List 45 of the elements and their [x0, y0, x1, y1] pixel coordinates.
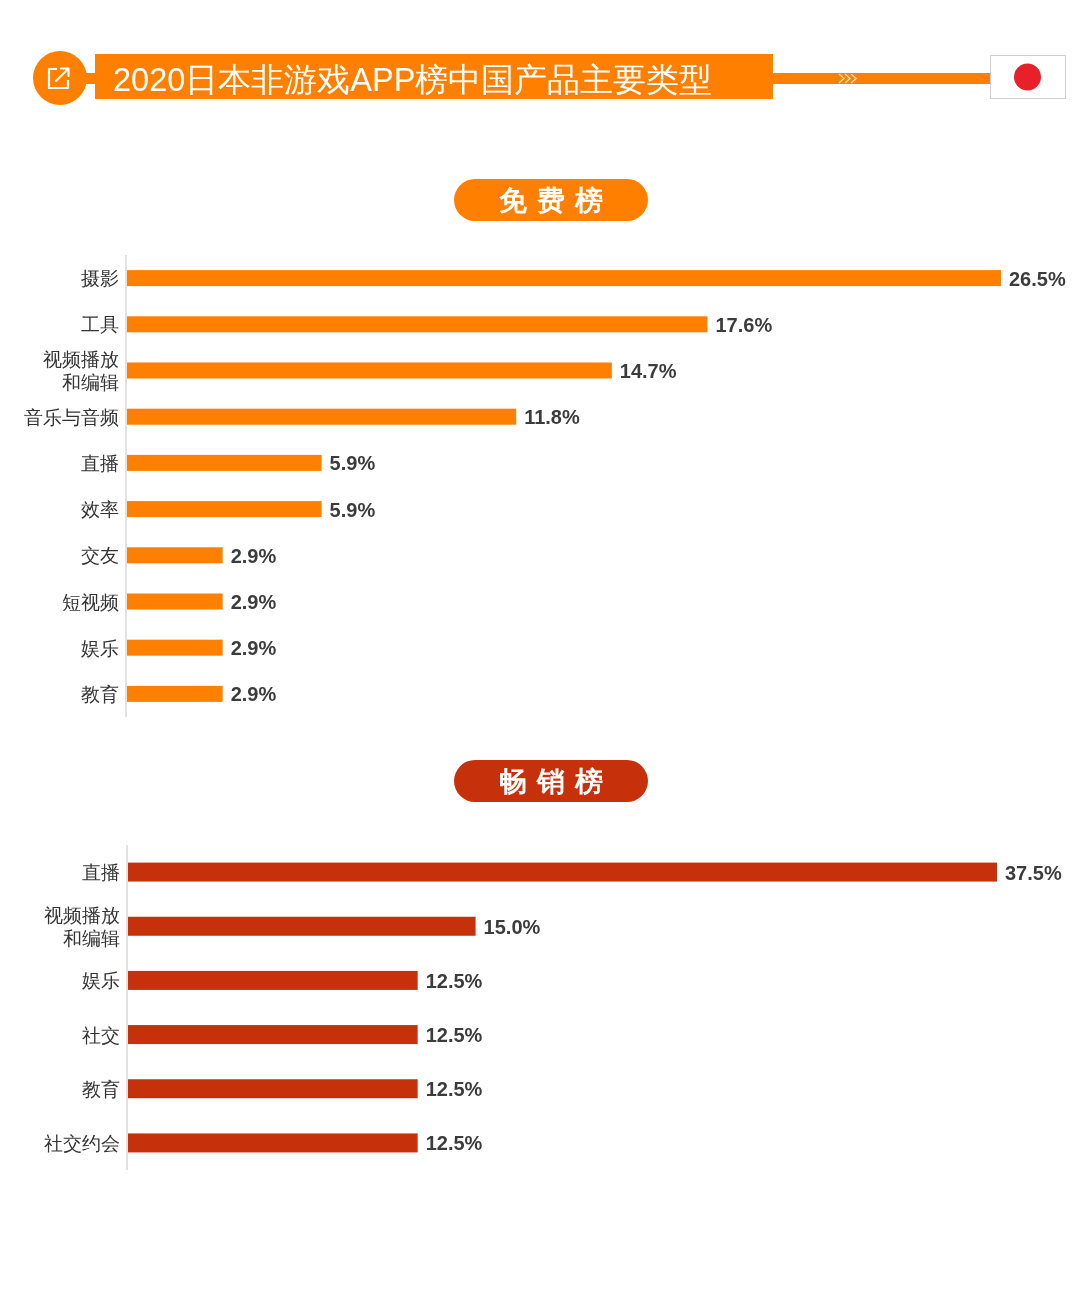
bar [127, 593, 223, 610]
y-tick-label: 效率 [81, 499, 119, 521]
y-tick-label: 直播 [82, 862, 120, 884]
y-tick-label: 社交 [82, 1024, 120, 1046]
chart-subtitle: 免费榜 [499, 185, 613, 216]
bar [127, 685, 223, 702]
data-label: 5.9% [329, 452, 376, 475]
data-label: 17.6% [715, 313, 773, 336]
bar [127, 547, 223, 564]
y-tick-label: 娱乐 [81, 637, 119, 659]
y-tick-label: 社交约会 [44, 1132, 120, 1154]
data-label: 15.0% [483, 915, 541, 938]
bar [127, 454, 322, 471]
bar [127, 362, 612, 379]
data-label: 14.7% [619, 360, 677, 382]
y-tick-label: 摄影 [81, 268, 119, 290]
data-label: 12.5% [425, 969, 483, 992]
y-tick-label: 娱乐 [82, 970, 120, 992]
data-label: 26.5% [1009, 267, 1066, 290]
y-tick-label: 视频播放和编辑 [44, 904, 120, 949]
y-tick-label: 教育 [81, 683, 119, 705]
bar [127, 408, 517, 425]
data-label: 37.5% [1005, 861, 1062, 884]
y-tick-label: 教育 [82, 1078, 120, 1100]
data-label: 5.9% [329, 498, 376, 521]
bar [127, 270, 1001, 287]
data-label: 2.9% [230, 683, 277, 706]
y-tick-label: 直播 [81, 452, 119, 474]
y-tick-label: 交友 [81, 545, 119, 567]
chart-title: 2020日本非游戏APP榜中国产品主要类型 [113, 62, 713, 98]
data-label: 2.9% [230, 544, 277, 567]
data-label: 2.9% [230, 637, 277, 660]
data-label: 12.5% [425, 1024, 483, 1047]
data-label: 2.9% [230, 591, 277, 613]
y-tick-label: 工具 [81, 314, 119, 336]
bar [127, 316, 708, 333]
y-tick-label: 短视频 [62, 591, 119, 613]
bar [127, 501, 322, 518]
data-label: 12.5% [425, 1078, 483, 1101]
chart-title: 畅销榜 [499, 766, 613, 797]
y-tick-label: 视频播放和编辑 [43, 349, 119, 393]
data-label: 12.5% [425, 1132, 483, 1155]
data-label: 11.8% [524, 406, 580, 429]
y-tick-label: 音乐与音频 [24, 406, 119, 428]
bar [127, 639, 223, 656]
